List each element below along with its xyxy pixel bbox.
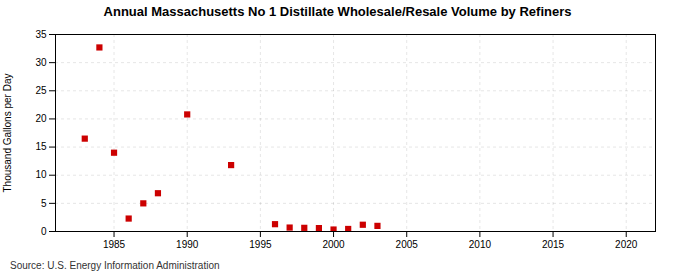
html-text:Annual Massachusetts No 1 Dist: Annual Massachusetts No 1 Distillate Who… [103,4,572,19]
svg-text:20: 20 [35,113,47,124]
svg-text:1995: 1995 [249,239,272,250]
svg-text:2020: 2020 [615,239,638,250]
html-text:Source: U.S. Energy Informatio: Source: U.S. Energy Information Administ… [10,260,220,271]
svg-text:2000: 2000 [322,239,345,250]
svg-text:5: 5 [41,198,47,209]
svg-text:Thousand Gallons per Day: Thousand Gallons per Day [2,74,13,193]
svg-text:2005: 2005 [396,239,419,250]
svg-text:0: 0 [41,226,47,237]
svg-text:35: 35 [35,29,47,40]
svg-text:30: 30 [35,57,47,68]
svg-text:10: 10 [35,169,47,180]
svg-text:15: 15 [35,141,47,152]
svg-text:2015: 2015 [542,239,565,250]
svg-text:2010: 2010 [469,239,492,250]
svg-text:1985: 1985 [103,239,126,250]
svg-text:25: 25 [35,85,47,96]
svg-text:1990: 1990 [176,239,199,250]
